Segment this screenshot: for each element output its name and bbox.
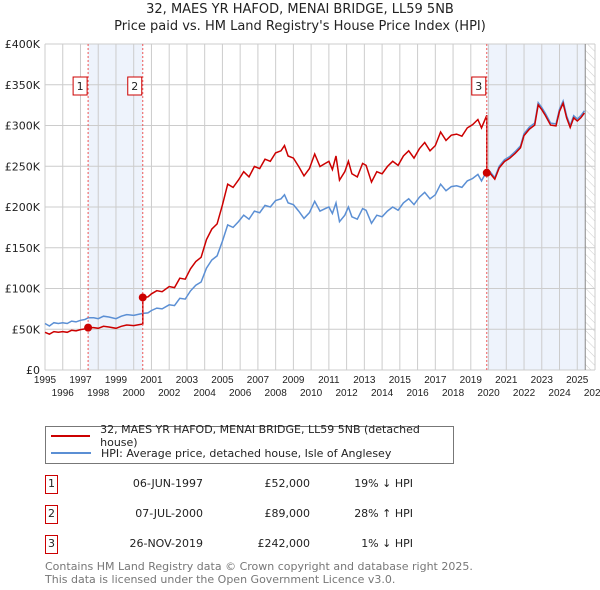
x-tick-label: 2002 (158, 388, 181, 399)
x-tick-label: 2003 (176, 375, 199, 386)
x-tick-label: 2017 (424, 375, 447, 386)
x-tick-label: 2012 (335, 388, 358, 399)
x-tick-label: 2025 (566, 375, 589, 386)
transaction-price: £89,000 (264, 507, 311, 520)
transaction-date: 06-JUN-1997 (132, 477, 203, 490)
footer-licence: This data is licensed under the Open Gov… (45, 573, 396, 586)
x-tick-label: 2000 (123, 388, 146, 399)
transaction-label-box (72, 76, 88, 96)
x-tick-label: 2004 (194, 388, 217, 399)
x-tick-label: 2021 (495, 375, 518, 386)
legend-item-hpi: HPI: Average price, detached house, Isle… (51, 445, 391, 461)
x-tick-label: 1997 (69, 375, 92, 386)
x-tick-label: 2008 (265, 388, 288, 399)
y-tick-label: £150K (5, 242, 41, 255)
transaction-price: £52,000 (264, 477, 311, 490)
legend-blue-line (51, 452, 91, 454)
transaction-hpi-diff: 1% ↓ HPI (361, 537, 413, 550)
footer-copyright: Contains HM Land Registry data © Crown c… (45, 560, 473, 573)
transaction-label: 3 (475, 80, 482, 93)
transaction-price: £242,000 (257, 537, 311, 550)
property-series-line (44, 100, 585, 336)
y-tick-label: £50K (12, 323, 41, 336)
x-tick-label: 2015 (389, 375, 412, 386)
y-tick-label: £300K (5, 120, 41, 133)
x-tick-label: 2011 (318, 375, 340, 386)
legend: 32, MAES YR HAFOD, MENAI BRIDGE, LL59 5N… (45, 423, 454, 464)
transaction-label-box (127, 76, 143, 96)
x-tick-label: 2005 (211, 375, 234, 386)
table-row: 1 06-JUN-1997 £52,000 19% ↓ HPI (45, 475, 445, 495)
x-tick-label: 1995 (34, 375, 57, 386)
y-tick-label: £400K (5, 38, 41, 51)
transaction-number: 2 (45, 505, 58, 524)
x-tick-label: 2022 (513, 388, 536, 399)
transaction-date: 07-JUL-2000 (135, 507, 203, 520)
x-tick-label: 1999 (105, 375, 128, 386)
legend-label-hpi: HPI: Average price, detached house, Isle… (101, 446, 392, 460)
y-tick-label: £0 (26, 364, 40, 377)
x-tick-label: 1998 (87, 388, 110, 399)
transaction-hpi-diff: 19% ↓ HPI (354, 477, 413, 490)
footer: Contains HM Land Registry data © Crown c… (45, 560, 473, 586)
transaction-point (84, 323, 93, 332)
chart-plot: 1995 1996 1997 1998 1999 2000 2001 2002 2003 2004… (5, 38, 600, 399)
y-tick-label: £200K (5, 201, 41, 214)
x-tick-label: 2020 (477, 388, 500, 399)
x-tick-label: 2016 (406, 388, 429, 399)
transaction-number: 3 (45, 535, 58, 554)
table-row: 3 26-NOV-2019 £242,000 1% ↓ HPI (45, 535, 445, 555)
chart-subtitle: Price paid vs. HM Land Registry's House … (114, 19, 486, 34)
x-tick-label: 2007 (247, 375, 270, 386)
x-tick-label: 2013 (353, 375, 376, 386)
x-tick-label: 2018 (442, 388, 465, 399)
hpi-series-line (44, 98, 586, 327)
x-tick-label: 2014 (371, 388, 394, 399)
transaction-number: 1 (45, 475, 58, 494)
transaction-label: 1 (77, 80, 84, 93)
legend-red-line (51, 435, 91, 437)
x-tick-label: 2026 (584, 388, 600, 399)
y-tick-label: £250K (5, 160, 41, 173)
x-tick-label: 1996 (52, 388, 75, 399)
chart-title: 32, MAES YR HAFOD, MENAI BRIDGE, LL59 5N… (146, 2, 454, 17)
transaction-point (138, 293, 147, 302)
y-tick-label: £350K (5, 79, 41, 92)
legend-item-property: 32, MAES YR HAFOD, MENAI BRIDGE, LL59 5N… (51, 423, 453, 449)
transaction-label: 2 (131, 80, 138, 93)
transaction-label-box (471, 76, 487, 96)
table-row: 2 07-JUL-2000 £89,000 28% ↑ HPI (45, 505, 445, 525)
y-tick-label: £100K (5, 283, 41, 296)
x-tick-label: 2010 (300, 388, 323, 399)
transaction-hpi-diff: 28% ↑ HPI (354, 507, 413, 520)
x-tick-label: 2024 (548, 388, 571, 399)
x-tick-label: 2006 (229, 388, 252, 399)
x-tick-label: 2009 (282, 375, 305, 386)
legend-label-property: 32, MAES YR HAFOD, MENAI BRIDGE, LL59 5N… (100, 423, 420, 449)
x-tick-label: 2019 (460, 375, 483, 386)
x-tick-label: 2001 (140, 375, 163, 386)
transaction-point (482, 168, 491, 177)
x-tick-label: 2023 (531, 375, 554, 386)
transaction-date: 26-NOV-2019 (129, 537, 203, 550)
